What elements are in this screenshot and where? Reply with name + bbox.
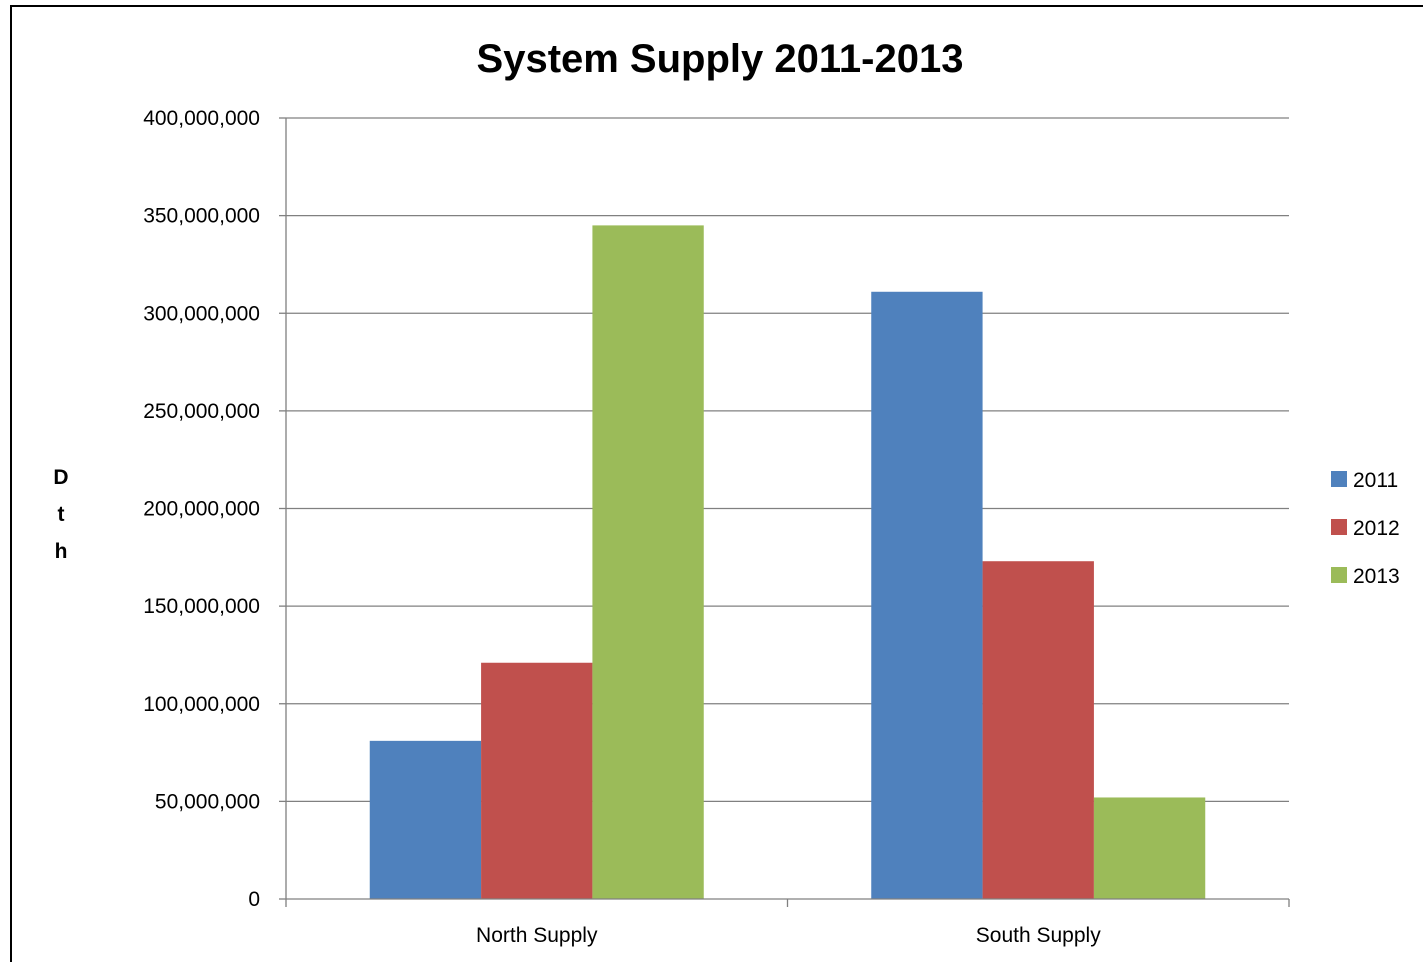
y-axis-label-char: D (53, 466, 68, 489)
legend-label: 2012 (1353, 517, 1400, 540)
legend-swatch-2012 (1331, 519, 1347, 535)
x-tick-label: South Supply (976, 924, 1101, 947)
chart-title: System Supply 2011-2013 (477, 37, 964, 81)
legend-label: 2011 (1353, 469, 1398, 492)
chart-border (10, 5, 1423, 962)
y-tick-label: 250,000,000 (143, 400, 260, 423)
y-tick-label: 300,000,000 (143, 302, 260, 325)
bar-2012-1 (982, 561, 1094, 899)
gridlines (286, 117, 1289, 803)
legend-label: 2013 (1353, 565, 1400, 588)
y-axis-label-char: t (58, 503, 65, 526)
bar-2012-0 (481, 662, 593, 899)
y-tick-label: 400,000,000 (143, 107, 260, 130)
legend: 2011 2012 2013 (1331, 469, 1400, 588)
x-tick-label: North Supply (476, 924, 598, 947)
legend-swatch-2013 (1331, 567, 1347, 583)
y-tick-label: 350,000,000 (143, 205, 260, 228)
y-tick-label: 50,000,000 (155, 790, 260, 813)
y-tick-label: 150,000,000 (143, 595, 260, 618)
y-tick-label: 0 (248, 888, 260, 911)
axes: 0 50,000,000 100,000,000 150,000,000 200,000… (143, 107, 1290, 947)
bars (369, 225, 1206, 900)
bar-2013-0 (592, 225, 704, 899)
bar-2013-1 (1093, 797, 1206, 899)
y-axis-label-char: h (55, 540, 68, 563)
legend-swatch-2011 (1331, 471, 1347, 487)
bar-2011-0 (369, 740, 482, 899)
y-tick-label: 200,000,000 (143, 498, 260, 521)
y-tick-label: 100,000,000 (143, 693, 260, 716)
y-axis-label: Dth (53, 466, 68, 563)
bar-2011-1 (871, 291, 983, 900)
